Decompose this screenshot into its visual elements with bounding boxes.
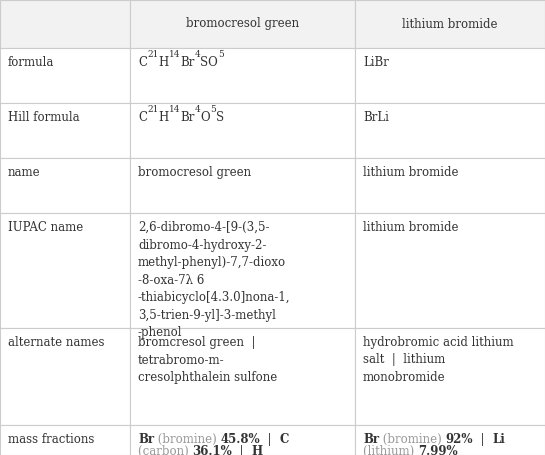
Bar	[0, 48, 130, 103]
Text: Br: Br	[180, 56, 195, 69]
Text: H: H	[159, 111, 168, 124]
Bar	[355, 213, 545, 328]
Bar	[130, 425, 355, 455]
Text: Li: Li	[492, 433, 505, 446]
Bar	[0, 213, 130, 328]
Text: alternate names: alternate names	[8, 336, 105, 349]
Text: 21: 21	[147, 105, 159, 114]
Bar	[130, 48, 355, 103]
Text: lithium bromide: lithium bromide	[402, 17, 498, 30]
Text: Br: Br	[138, 433, 154, 446]
Text: 7.99%: 7.99%	[418, 445, 458, 455]
Bar	[355, 0, 545, 48]
Text: 14: 14	[168, 50, 180, 59]
Text: mass fractions: mass fractions	[8, 433, 94, 446]
Bar	[130, 0, 355, 48]
Text: LiBr: LiBr	[363, 56, 389, 69]
Text: name: name	[8, 166, 41, 179]
Bar	[0, 158, 130, 213]
Bar	[355, 48, 545, 103]
Text: 21: 21	[147, 50, 159, 59]
Bar	[130, 158, 355, 213]
Bar	[355, 103, 545, 158]
Text: (bromine): (bromine)	[154, 433, 221, 446]
Text: SO: SO	[200, 56, 218, 69]
Text: bromocresol green: bromocresol green	[186, 17, 299, 30]
Bar	[0, 103, 130, 158]
Text: 14: 14	[168, 105, 180, 114]
Text: 5: 5	[218, 50, 224, 59]
Text: Hill formula: Hill formula	[8, 111, 80, 124]
Text: 4: 4	[195, 50, 200, 59]
Bar	[130, 103, 355, 158]
Text: Br: Br	[363, 433, 379, 446]
Text: C: C	[138, 56, 147, 69]
Text: bromocresol green: bromocresol green	[138, 166, 251, 179]
Text: |: |	[261, 433, 279, 446]
Text: H: H	[159, 56, 168, 69]
Text: C: C	[138, 111, 147, 124]
Text: IUPAC name: IUPAC name	[8, 221, 83, 234]
Text: bromcresol green  |
tetrabromo-m-
cresolphthalein sulfone: bromcresol green | tetrabromo-m- cresolp…	[138, 336, 277, 384]
Bar	[0, 0, 130, 48]
Bar	[0, 328, 130, 425]
Bar	[355, 158, 545, 213]
Text: |: |	[232, 445, 251, 455]
Text: C: C	[279, 433, 288, 446]
Text: H: H	[251, 445, 262, 455]
Text: lithium bromide: lithium bromide	[363, 221, 458, 234]
Text: 36.1%: 36.1%	[192, 445, 232, 455]
Text: Br: Br	[180, 111, 195, 124]
Bar	[355, 328, 545, 425]
Text: lithium bromide: lithium bromide	[363, 166, 458, 179]
Text: (bromine): (bromine)	[379, 433, 446, 446]
Bar	[0, 425, 130, 455]
Text: 4: 4	[195, 105, 200, 114]
Text: (carbon): (carbon)	[138, 445, 192, 455]
Bar	[130, 328, 355, 425]
Bar	[130, 213, 355, 328]
Bar	[355, 425, 545, 455]
Text: BrLi: BrLi	[363, 111, 389, 124]
Text: S: S	[216, 111, 224, 124]
Text: 92%: 92%	[446, 433, 473, 446]
Text: (lithium): (lithium)	[363, 445, 418, 455]
Text: O: O	[200, 111, 210, 124]
Text: 2,6-dibromo-4-[9-(3,5-
dibromo-4-hydroxy-2-
methyl-phenyl)-7,7-dioxo
-8-oxa-7λ 6: 2,6-dibromo-4-[9-(3,5- dibromo-4-hydroxy…	[138, 221, 290, 339]
Text: hydrobromic acid lithium
salt  |  lithium
monobromide: hydrobromic acid lithium salt | lithium …	[363, 336, 513, 384]
Text: 5: 5	[210, 105, 216, 114]
Text: 45.8%: 45.8%	[221, 433, 261, 446]
Text: |: |	[473, 433, 492, 446]
Text: formula: formula	[8, 56, 54, 69]
